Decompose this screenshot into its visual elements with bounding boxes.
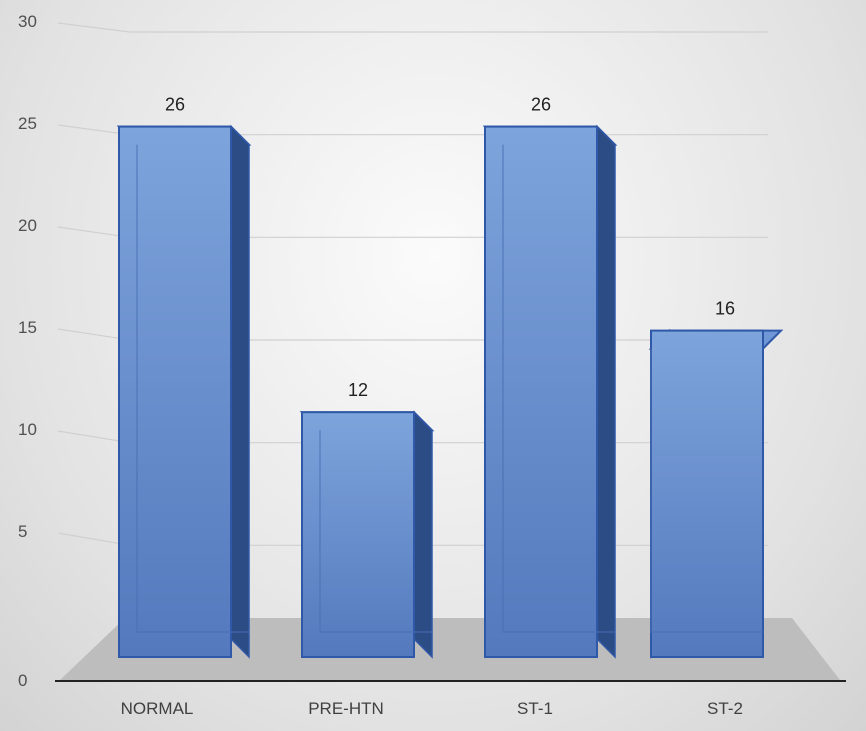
gridline-diagonal	[57, 22, 131, 33]
data-label: 12	[348, 380, 368, 400]
data-label: 16	[715, 299, 735, 319]
data-label: 26	[531, 95, 551, 115]
bar-st-1	[482, 124, 618, 659]
bar-side-face	[230, 124, 250, 659]
bar-side-face	[596, 124, 616, 659]
bar-inner-edge	[502, 144, 615, 633]
data-label: 26	[165, 95, 185, 115]
y-tick-label: 10	[18, 420, 37, 439]
bar-front-face	[118, 125, 232, 659]
data-labels: 26 12 26 16	[165, 95, 735, 401]
bar-inner-edge	[136, 144, 249, 633]
bar-side-face	[413, 410, 433, 659]
y-tick-label: 0	[18, 671, 27, 690]
y-axis-ticks: 0 5 10 15 20 25 30	[18, 12, 37, 690]
bar-front-face	[650, 329, 764, 658]
bars	[116, 124, 784, 659]
y-tick-label: 5	[18, 522, 27, 541]
x-axis-categories: NORMAL PRE-HTN ST-1 ST-2	[121, 699, 743, 718]
x-tick-label: NORMAL	[121, 699, 194, 718]
chart-floor	[60, 618, 840, 680]
y-tick-label: 15	[18, 318, 37, 337]
bar-front-face	[484, 125, 598, 659]
x-tick-label: ST-2	[707, 699, 743, 718]
y-tick-label: 30	[18, 12, 37, 31]
y-tick-label: 20	[18, 216, 37, 235]
bar-normal	[116, 124, 252, 659]
bar-st-2	[648, 328, 784, 659]
bar-inner-edge	[319, 430, 432, 633]
y-tick-label: 25	[18, 114, 37, 133]
x-tick-label: PRE-HTN	[308, 699, 384, 718]
x-tick-label: ST-1	[517, 699, 553, 718]
bar-front-face	[301, 411, 415, 659]
bar-inner-edge	[650, 348, 763, 633]
bar-pre-htn	[299, 410, 435, 659]
